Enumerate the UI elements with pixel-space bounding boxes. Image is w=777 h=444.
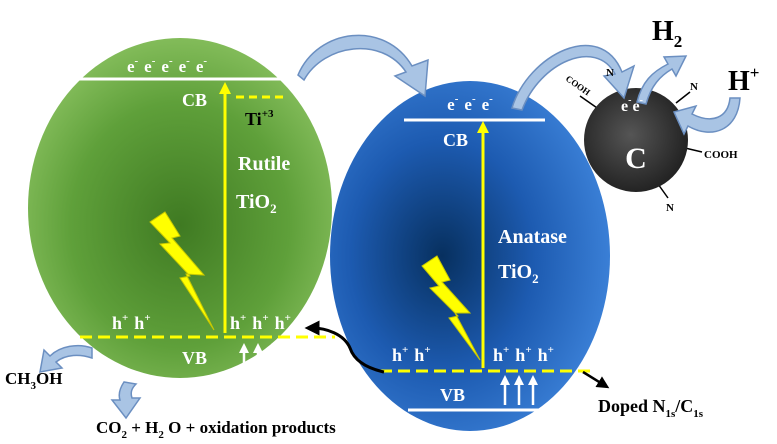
oxidation-arrow	[112, 382, 140, 418]
anatase-vb-label: VB	[440, 385, 465, 405]
rutile-vb-label: VB	[182, 348, 207, 368]
rutile-cb-label: CB	[182, 90, 207, 110]
doped-label: Doped N1s/C1s	[598, 396, 704, 420]
cooh-group-top: COOH	[564, 73, 592, 97]
anatase-holes-right: h+ h+ h+	[493, 344, 554, 365]
anatase-particle	[330, 81, 610, 431]
anatase-name: Anatase	[498, 226, 567, 248]
rutile-holes-right: h+ h+ h+	[230, 312, 291, 333]
cooh-group-right: COOH	[704, 149, 738, 161]
n-group-top: N	[606, 67, 614, 79]
n-group-bottom: N	[666, 202, 674, 214]
h-plus-label: H+	[728, 63, 759, 97]
methanol-label: CH3OH	[5, 369, 62, 392]
carbon-label: C	[625, 142, 647, 175]
anatase-sphere	[330, 81, 610, 431]
h-plus-arrow	[674, 98, 740, 134]
electron-transfer-arrow	[298, 35, 428, 96]
rutile-name: Rutile	[238, 153, 290, 175]
cooh-bond-right	[685, 148, 702, 152]
rutile-sphere	[28, 38, 332, 378]
n-bond-right	[676, 92, 690, 103]
n-group-right: N	[690, 81, 698, 93]
anatase-cb-label: CB	[443, 130, 468, 150]
doped-pointer-arrow	[583, 372, 604, 385]
anatase-cb-electrons: e-e-e-	[447, 93, 493, 114]
h2-label: H2	[652, 16, 682, 51]
oxidation-products-label: CO2 + H2 O + oxidation products	[96, 418, 336, 441]
